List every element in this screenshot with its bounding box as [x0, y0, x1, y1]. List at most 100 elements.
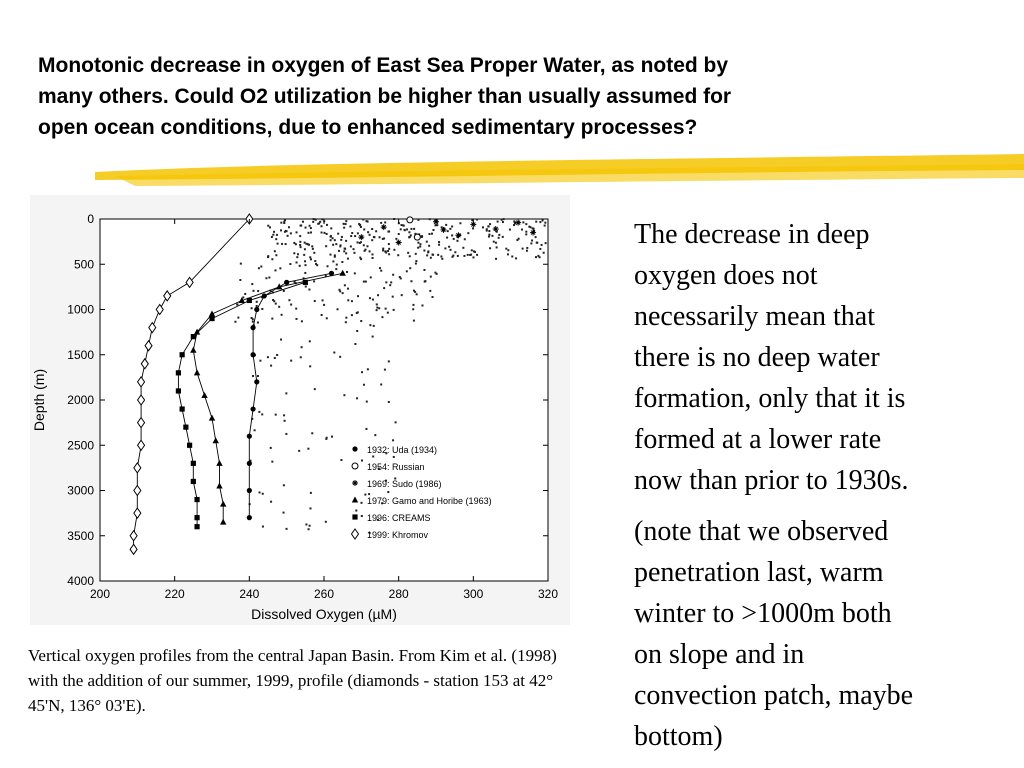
background-point [298, 264, 301, 267]
background-point [333, 351, 336, 354]
background-point [381, 237, 384, 240]
background-point [492, 240, 495, 243]
background-point [329, 253, 332, 256]
data-point-triangle [238, 296, 246, 303]
background-point [481, 226, 484, 229]
background-point [397, 233, 400, 236]
data-point-square [190, 460, 196, 466]
background-point [515, 257, 518, 260]
background-point [237, 316, 240, 319]
data-point-diamond [133, 462, 142, 474]
background-point [445, 223, 448, 226]
background-point [261, 492, 264, 495]
background-point [285, 229, 288, 232]
background-point [295, 231, 298, 234]
background-point [249, 459, 252, 462]
background-point [244, 292, 247, 295]
background-point [337, 232, 340, 235]
data-point-triangle [208, 414, 216, 421]
background-point [427, 251, 430, 254]
background-point [384, 221, 387, 224]
background-point [368, 250, 371, 253]
background-point [489, 247, 492, 250]
data-point-asterisk [455, 232, 462, 239]
data-point-circle [328, 270, 335, 276]
y-tick-label: 1000 [67, 303, 94, 317]
background-point [305, 242, 308, 245]
background-point [385, 251, 388, 254]
background-point [351, 232, 354, 235]
background-point [466, 253, 469, 256]
y-tick-label: 500 [74, 257, 94, 271]
background-point [387, 250, 390, 253]
data-point-diamond [155, 303, 164, 316]
background-point [448, 245, 451, 248]
data-point-square [187, 442, 193, 448]
background-point [472, 227, 475, 230]
background-point [407, 251, 410, 254]
background-point [485, 229, 488, 232]
background-point [382, 249, 385, 252]
background-point [250, 307, 253, 310]
background-point [436, 224, 439, 227]
background-point [362, 244, 365, 247]
background-point [318, 222, 321, 225]
background-point [392, 273, 395, 276]
side-text: The decrease in deep oxygen does not nec… [634, 214, 994, 757]
background-point [385, 281, 388, 284]
background-point [284, 243, 287, 246]
background-point [259, 359, 262, 362]
series [358, 218, 537, 246]
background-point [340, 459, 343, 462]
background-point [283, 230, 286, 233]
background-point [307, 528, 310, 531]
background-point [438, 241, 441, 244]
background-point [251, 417, 254, 420]
background-point [476, 253, 479, 256]
background-point [304, 264, 307, 267]
legend-label: 1932: Uda (1934) [367, 445, 437, 455]
background-point [423, 268, 426, 271]
background-point [544, 221, 547, 224]
background-point [408, 236, 411, 239]
data-point-circle [352, 446, 358, 452]
background-point [364, 248, 367, 251]
data-point-square [246, 297, 252, 304]
background-point [487, 235, 490, 238]
data-point-open-circle [406, 216, 414, 224]
background-point [358, 242, 361, 245]
background-point [428, 218, 431, 221]
background-point [343, 284, 346, 287]
background-point [307, 447, 310, 450]
background-point [271, 460, 274, 463]
background-point [471, 219, 474, 222]
background-point [539, 221, 542, 224]
background-point [321, 299, 324, 302]
background-point [360, 258, 363, 261]
background-point [309, 507, 312, 510]
background-point [429, 275, 432, 278]
background-point [355, 509, 358, 512]
background-point [412, 319, 415, 322]
background-point [495, 257, 498, 260]
background-point [388, 247, 391, 250]
background-point [343, 250, 346, 253]
background-point [491, 234, 494, 237]
background-point [410, 227, 413, 230]
background-point [345, 220, 348, 223]
y-axis: 0 500 1000 1500 2000 2500 3000 3500 4000 [67, 212, 548, 588]
background-point [276, 353, 279, 356]
data-point-diamond [185, 276, 194, 289]
data-point-diamond [129, 543, 138, 556]
data-point-triangle [339, 269, 346, 276]
background-point [265, 277, 268, 280]
background-point [361, 371, 364, 374]
background-point [376, 306, 379, 309]
title-underline-swoosh [95, 154, 1024, 186]
background-point [488, 230, 491, 233]
background-point [383, 237, 386, 240]
background-point [365, 400, 368, 403]
background-point [528, 225, 531, 228]
background-point [283, 222, 286, 225]
series [129, 213, 254, 556]
